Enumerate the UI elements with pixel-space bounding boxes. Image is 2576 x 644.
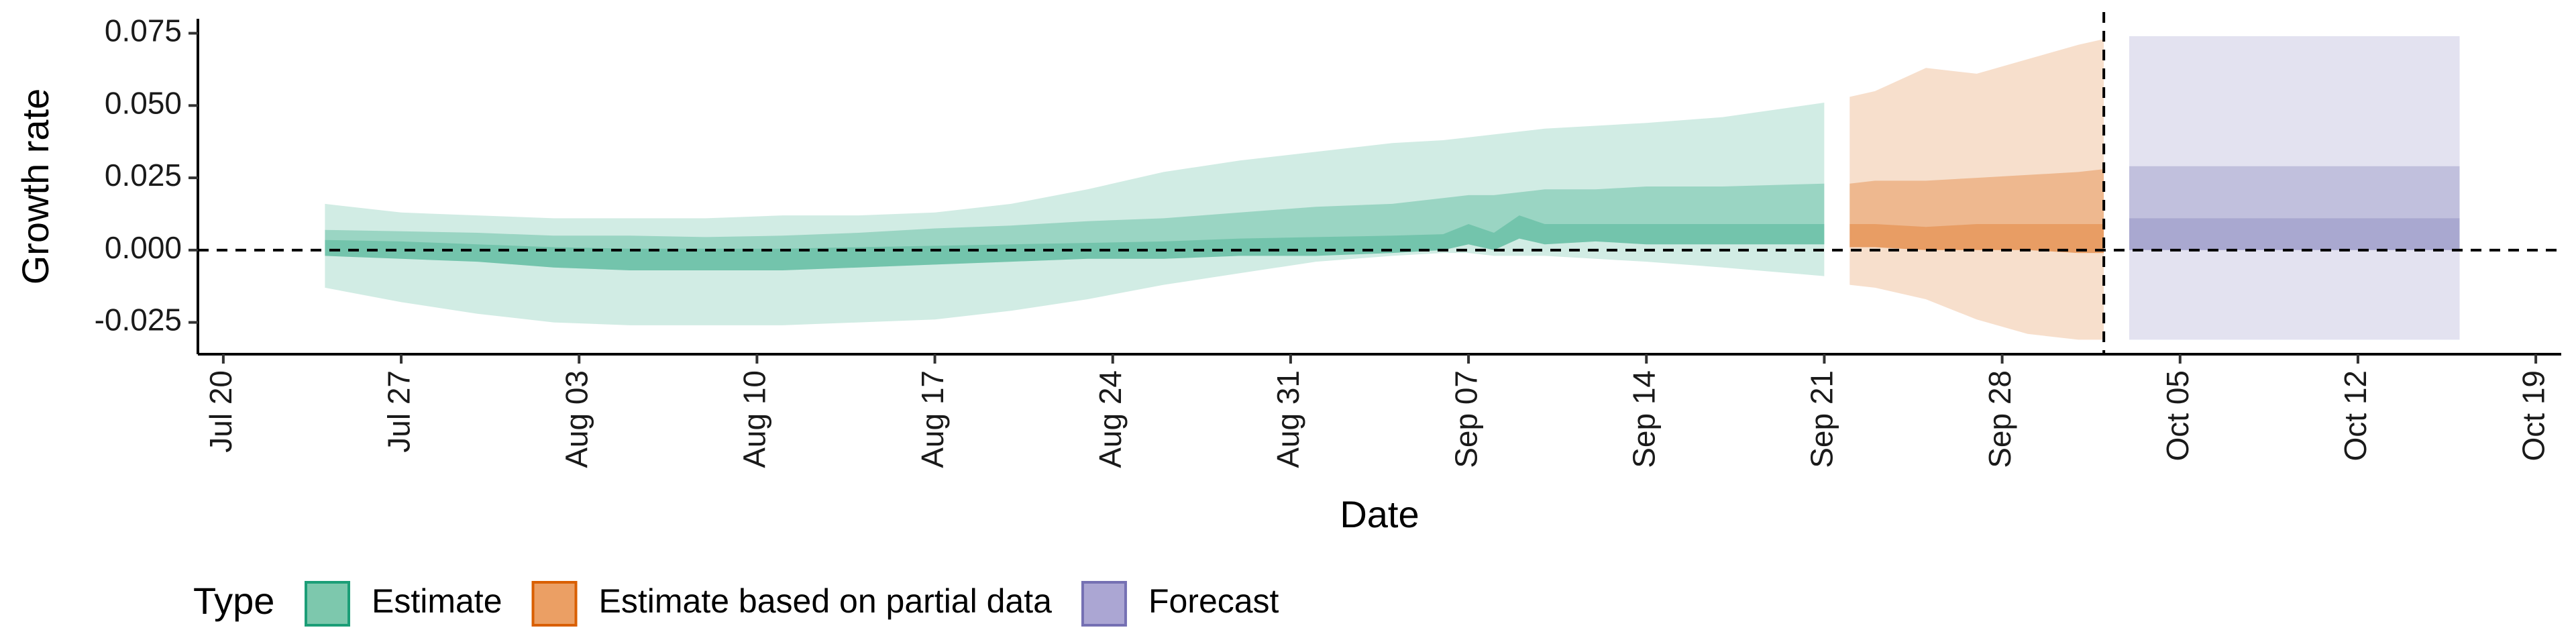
y-tick-label: 0.000	[105, 230, 182, 265]
y-tick-label: 0.050	[105, 85, 182, 120]
x-tick-label: Oct 12	[2338, 370, 2373, 462]
forecast-median-band	[2129, 218, 2460, 250]
ribbon-layer	[325, 36, 2460, 340]
legend-label: Estimate	[372, 582, 502, 620]
x-tick-label: Sep 07	[1448, 370, 1483, 468]
y-axis-title: Growth rate	[14, 89, 56, 285]
x-tick-label: Jul 27	[381, 370, 416, 453]
x-axis-title: Date	[1340, 493, 1419, 535]
x-tick-label: Oct 05	[2160, 370, 2195, 462]
x-tick-label: Sep 21	[1805, 370, 1839, 468]
x-tick-label: Aug 10	[737, 370, 772, 468]
y-tick-label: 0.025	[105, 158, 182, 193]
x-tick-label: Jul 20	[203, 370, 238, 453]
x-tick-label: Sep 28	[1982, 370, 2017, 468]
forecast-inner-band	[2129, 166, 2460, 250]
y-ticks: 0.075 0.050 0.025 0.000 -0.025	[95, 13, 198, 337]
legend-swatch	[531, 581, 578, 627]
x-tick-label: Aug 24	[1093, 370, 1128, 468]
x-tick-label: Sep 14	[1626, 370, 1661, 468]
y-tick-label: -0.025	[95, 303, 182, 337]
x-tick-label: Aug 03	[559, 370, 594, 468]
legend: Type Estimate Estimate based on partial da…	[193, 580, 1279, 627]
x-tick-label: Aug 31	[1271, 370, 1305, 468]
legend-swatch	[1081, 581, 1127, 627]
x-tick-label: Aug 17	[915, 370, 950, 468]
legend-title: Type	[193, 580, 274, 622]
forecast-outer-band	[2129, 36, 2460, 340]
estimate-based-on-partial-data-median-band	[1849, 224, 2104, 254]
estimate-inner-band	[325, 183, 1825, 270]
estimate-based-on-partial-data-inner-band	[1849, 169, 2104, 254]
estimate-outer-band	[325, 103, 1825, 325]
reference-line-layer	[198, 12, 2561, 354]
axes-layer	[197, 19, 2561, 356]
x-ticks: Jul 20 Jul 27 Aug 03 Aug 10 Aug 17 Aug 24 Aug …	[203, 354, 2551, 468]
x-tick-label: Oct 19	[2516, 370, 2551, 462]
legend-label: Forecast	[1148, 582, 1279, 620]
y-tick-label: 0.075	[105, 13, 182, 48]
legend-label: Estimate based on partial data	[599, 582, 1053, 620]
estimate-median-band	[325, 215, 1825, 270]
estimate-based-on-partial-data-outer-band	[1849, 39, 2104, 340]
legend-swatch	[305, 581, 350, 627]
